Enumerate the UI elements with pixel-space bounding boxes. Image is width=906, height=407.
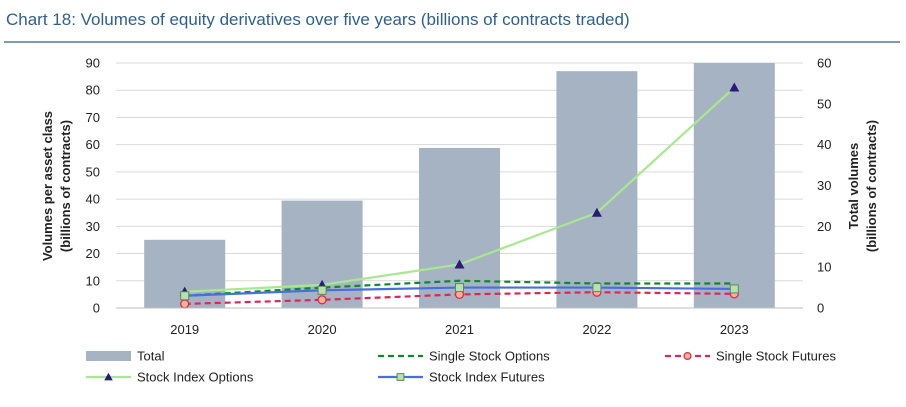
right-tick-label: 60: [817, 56, 831, 71]
legend-label: Stock Index Futures: [429, 370, 545, 385]
legend-label: Single Stock Options: [429, 349, 550, 364]
left-tick-label: 50: [86, 164, 100, 179]
left-axis-title-line2: (billions of contracts): [58, 120, 73, 252]
x-tick-label: 2022: [582, 322, 611, 337]
marker-triangle: [104, 372, 113, 381]
marker-circle: [317, 295, 327, 305]
left-tick-label: 20: [86, 246, 100, 261]
legend-item: Total: [86, 349, 165, 364]
legend-swatch: [86, 351, 131, 361]
right-tick-label: 20: [817, 219, 831, 234]
left-tick-label: 90: [86, 56, 100, 71]
bar-total: [556, 71, 638, 309]
left-tick-label: 0: [93, 301, 100, 316]
marker-circle: [683, 351, 692, 361]
left-tick-label: 80: [86, 83, 100, 98]
left-tick-label: 60: [86, 137, 100, 152]
left-tick-label: 40: [86, 192, 100, 207]
left-tick-label: 70: [86, 110, 100, 125]
marker-square: [317, 285, 327, 295]
axes: 0 10 20 30 40 50 60 70 80 90 0 10 20 30 40 50 60 2019 2020…: [86, 56, 832, 338]
legend-label: Total: [137, 349, 165, 364]
right-tick-label: 40: [817, 137, 831, 152]
marker-square: [592, 283, 602, 293]
bar-total: [693, 63, 775, 308]
series-line: [184, 279, 735, 297]
marker-circle: [180, 299, 190, 309]
legend-label: Single Stock Futures: [716, 349, 836, 364]
legend-item: Single Stock Options: [378, 349, 550, 364]
line-series-stock-index-futures: [180, 283, 739, 301]
legend-item: Single Stock Futures: [665, 349, 836, 364]
left-tick-label: 10: [86, 273, 100, 288]
right-tick-label: 30: [817, 178, 831, 193]
right-tick-label: 10: [817, 260, 831, 275]
legend-label: Stock Index Options: [137, 370, 254, 385]
legend-item: Stock Index Options: [86, 370, 254, 385]
marker-square: [455, 283, 464, 293]
line-series-group: [179, 82, 740, 309]
right-axis-title-line1: Total volumes: [846, 143, 861, 229]
line-series-single-stock-futures: [180, 287, 739, 309]
left-axis-title-line1: Volumes per asset class: [40, 111, 55, 261]
right-tick-label: 0: [817, 301, 824, 316]
right-axis-title-line2: (billions of contracts): [864, 120, 879, 252]
marker-square: [180, 291, 190, 301]
legend-item: Stock Index Futures: [378, 370, 545, 385]
x-tick-label: 2019: [170, 322, 199, 337]
marker-square: [729, 284, 739, 294]
x-tick-label: 2020: [308, 322, 337, 337]
right-tick-label: 50: [817, 96, 831, 111]
marker-triangle: [591, 207, 602, 217]
x-tick-label: 2021: [445, 322, 474, 337]
marker-triangle: [729, 82, 740, 92]
marker-triangle: [454, 259, 465, 269]
bar-series-total: [144, 63, 775, 309]
left-tick-label: 30: [86, 219, 100, 234]
marker-square: [396, 373, 405, 381]
line-series-single-stock-options: [184, 279, 735, 297]
legend: Total Single Stock Options Single Stock Fu…: [86, 349, 836, 385]
x-tick-label: 2023: [720, 322, 749, 337]
chart-title: Chart 18: Volumes of equity derivatives …: [6, 10, 630, 29]
